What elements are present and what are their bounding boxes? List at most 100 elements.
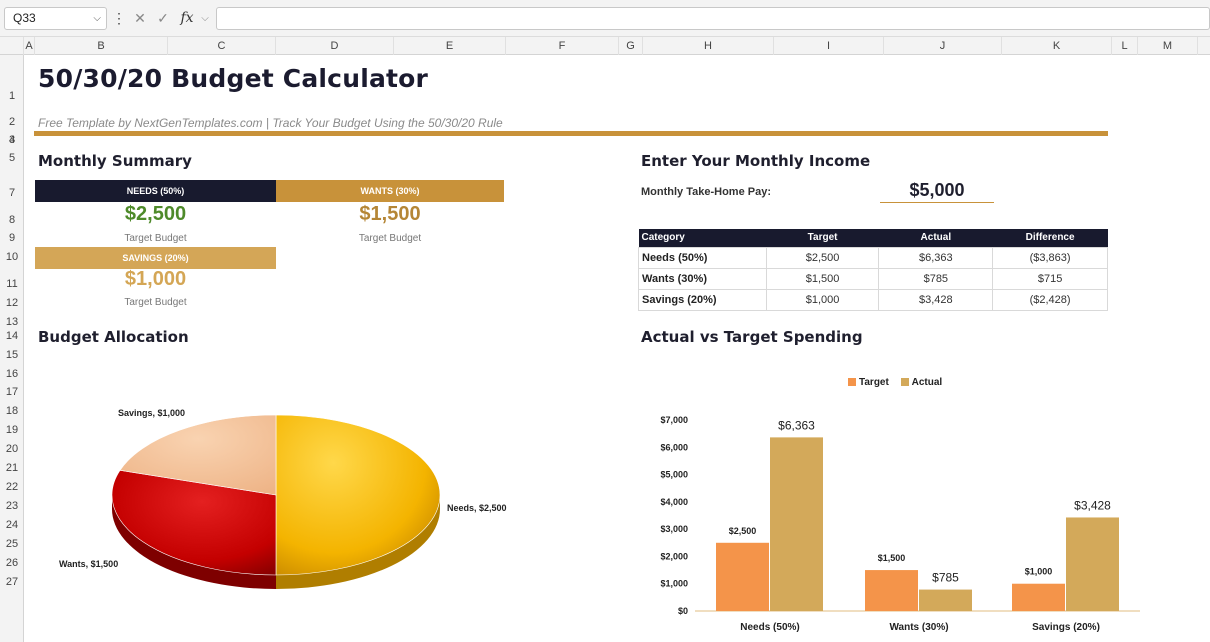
row-header-18[interactable]: 18 [5,405,19,417]
row-header-15[interactable]: 15 [5,349,19,361]
column-header-f[interactable]: F [506,37,619,55]
column-header-j[interactable]: J [884,37,1002,55]
row-header-21[interactable]: 21 [5,462,19,474]
name-box-value: Q33 [13,11,36,25]
savings-amount: $1,000 [124,268,187,290]
fx-chevron-icon[interactable]: ⌵ [201,13,209,24]
row-difference[interactable]: $715 [992,267,1108,290]
row-header-17[interactable]: 17 [5,386,19,398]
bar-target-2[interactable] [1012,583,1065,611]
enter-icon[interactable]: ✓ [157,10,169,26]
x-tick-label: Savings (20%) [1032,622,1100,633]
row-header-16[interactable]: 16 [5,368,19,380]
budget-pie-chart[interactable]: Needs, $2,500 Wants, $1,500 Savings, $1,… [40,395,560,630]
needs-band: NEEDS (50%) [35,180,276,202]
row-header-19[interactable]: 19 [5,424,19,436]
insert-function-icon[interactable]: fx [180,10,194,26]
row-actual[interactable]: $6,363 [878,246,994,269]
column-header-e[interactable]: E [394,37,506,55]
legend-label-target: Target [859,377,889,388]
column-header-h[interactable]: H [643,37,774,55]
row-category[interactable]: Savings (20%) [638,288,767,311]
pie-slice-side-0 [276,495,440,589]
pie-slice-wants[interactable] [111,469,277,576]
column-header-g[interactable]: G [619,37,643,55]
wants-amount: $1,500 [359,203,421,225]
row-header-1[interactable]: 1 [8,90,16,102]
y-tick-label: $6,000 [660,442,688,452]
pie-slice-needs[interactable] [275,414,441,576]
column-header-c[interactable]: C [168,37,276,55]
data-label-actual-1: $785 [932,571,959,585]
savings-band: SAVINGS (20%) [35,247,276,269]
table-header-row: Category Target Actual Difference [638,229,1108,247]
x-tick-label: Needs (50%) [740,622,799,633]
legend-item-target: Target [848,377,889,388]
chevron-down-icon[interactable]: ⌵ [93,13,101,24]
row-header-7[interactable]: 7 [8,187,16,199]
row-header-25[interactable]: 25 [5,538,19,550]
y-tick-label: $2,000 [660,551,688,561]
row-header-10[interactable]: 10 [5,251,19,263]
row-actual[interactable]: $785 [878,267,994,290]
actual-vs-target-bar-chart[interactable]: $0 $1,000 $2,000 $3,000 $4,000 $5,000 $6,000 $7… [640,400,1160,640]
column-header-a[interactable]: A [24,37,35,55]
row-headers: 1 2 3 4 5 7 8 9 10 11 12 13 14 15 16 17 18 19 20 21 22 23 24 25… [0,55,24,642]
row-actual[interactable]: $3,428 [878,288,994,311]
row-header-26[interactable]: 26 [5,557,19,569]
data-label-target-1: $1,500 [878,553,906,563]
select-all-corner[interactable] [0,37,24,55]
pie-slice-savings[interactable] [119,414,277,496]
data-label-target-0: $2,500 [729,526,757,536]
bar-actual-2[interactable] [1066,517,1119,611]
y-tick-label: $1,000 [660,579,688,589]
monthly-summary-heading: Monthly Summary [38,152,192,170]
row-header-23[interactable]: 23 [5,500,19,512]
row-category[interactable]: Wants (30%) [638,267,767,290]
table-row: Savings (20%) $1,000 $3,428 ($2,428) [638,288,1108,311]
row-header-9[interactable]: 9 [8,232,16,244]
row-header-13[interactable]: 13 [5,316,19,328]
name-box[interactable]: Q33 ⌵ [4,7,107,30]
row-category[interactable]: Needs (50%) [638,246,767,269]
needs-caption: Target Budget [124,233,187,244]
row-header-14[interactable]: 14 [5,330,19,342]
bar-actual-1[interactable] [919,589,972,611]
row-header-3[interactable]: 3 [8,134,16,146]
row-target[interactable]: $1,000 [765,288,880,311]
column-header-d[interactable]: D [276,37,394,55]
more-options-icon[interactable]: ⋮ [112,10,126,26]
row-header-22[interactable]: 22 [5,481,19,493]
row-header-2[interactable]: 2 [8,116,16,128]
bar-target-1[interactable] [865,570,918,611]
row-target[interactable]: $2,500 [765,246,880,269]
row-header-4[interactable]: 4 [8,134,16,146]
page-title: 50/30/20 Budget Calculator [38,64,429,93]
row-header-11[interactable]: 11 [6,278,18,290]
row-header-8[interactable]: 8 [8,214,16,226]
column-header-k[interactable]: K [1002,37,1112,55]
row-difference[interactable]: ($2,428) [992,288,1108,311]
row-target[interactable]: $1,500 [765,267,880,290]
row-header-5[interactable]: 5 [8,152,16,164]
bar-chart-legend: Target Actual [848,377,951,388]
column-header-l[interactable]: L [1112,37,1138,55]
bar-target-0[interactable] [716,542,769,611]
row-header-24[interactable]: 24 [5,519,19,531]
column-header-b[interactable]: B [35,37,168,55]
table-header-actual: Actual [878,229,993,247]
bar-actual-0[interactable] [770,437,823,611]
row-header-12[interactable]: 12 [5,297,19,309]
cancel-icon[interactable]: ✕ [134,10,146,26]
income-input[interactable]: $5,000 [880,180,994,203]
row-header-20[interactable]: 20 [5,443,19,455]
income-heading: Enter Your Monthly Income [641,152,871,170]
y-tick-label: $3,000 [660,524,688,534]
row-difference[interactable]: ($3,863) [992,246,1108,269]
data-label-actual-0: $6,363 [778,418,815,432]
row-header-27[interactable]: 27 [5,576,19,588]
y-tick-label: $4,000 [660,497,688,507]
column-header-i[interactable]: I [774,37,884,55]
column-header-m[interactable]: M [1138,37,1198,55]
formula-input[interactable] [216,7,1210,30]
